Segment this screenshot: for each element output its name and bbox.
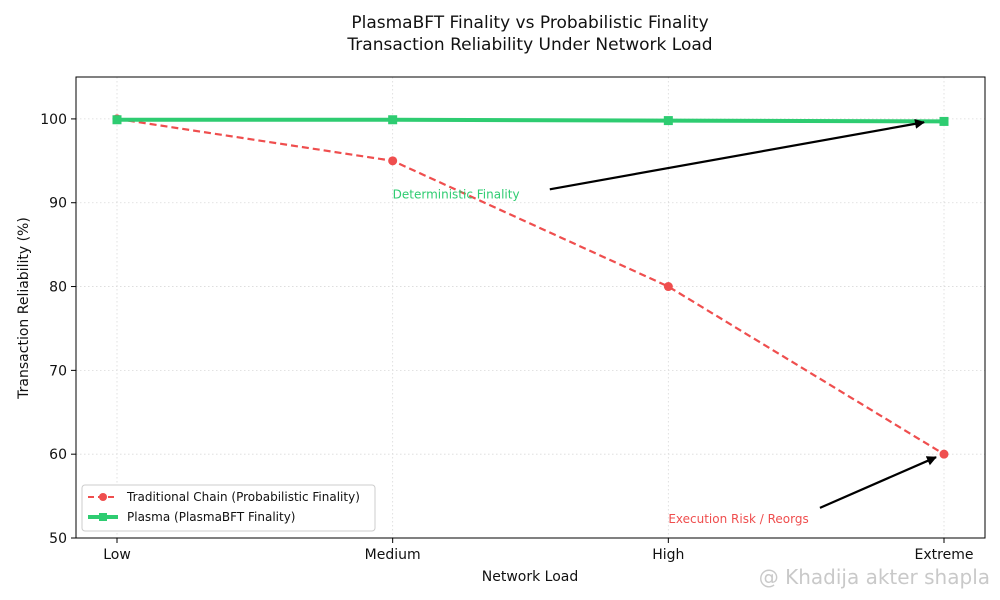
- watermark: @ Khadija akter shapla: [759, 565, 990, 589]
- series-line-0: [116, 117, 945, 456]
- data-point-s1-2: [663, 116, 673, 126]
- annotations: Deterministic Finality Execution Risk / R…: [393, 118, 937, 526]
- chart-title-line-1: PlasmaBFT Finality vs Probabilistic Fina…: [351, 13, 708, 33]
- x-tick-label-low: Low: [103, 547, 131, 563]
- y-tick-label-60: 60: [49, 447, 67, 463]
- plot-frame: [75, 76, 986, 539]
- y-tick-label-90: 90: [49, 196, 67, 212]
- annotation-arrow-1: [819, 456, 937, 509]
- x-tick-label-high: High: [652, 547, 684, 563]
- y-axis-label: Transaction Reliability (%): [16, 217, 32, 400]
- annotation-text-1: Execution Risk / Reorgs: [668, 512, 808, 526]
- series: [112, 114, 949, 459]
- series-line-1: [117, 117, 945, 124]
- legend-label-traditional: Traditional Chain (Probabilistic Finalit…: [126, 490, 360, 504]
- legend-marker-traditional: [99, 493, 107, 501]
- x-tick-label-medium: Medium: [365, 547, 421, 563]
- data-point-s1-3: [939, 116, 949, 126]
- legend: Traditional Chain (Probabilistic Finalit…: [81, 484, 376, 532]
- legend-marker-plasma: [99, 513, 107, 521]
- x-tick-label-extreme: Extreme: [915, 547, 974, 563]
- data-point-s0-2: [663, 282, 673, 292]
- legend-label-plasma: Plasma (PlasmaBFT Finality): [127, 510, 295, 524]
- ticks: 50 60 70 80 90 100 Low Medium High Extreme: [40, 112, 973, 563]
- y-tick-label-100: 100: [40, 112, 67, 128]
- y-tick-label-80: 80: [49, 280, 67, 296]
- annotation-arrow-0: [549, 118, 925, 191]
- chart-title-line-2: Transaction Reliability Under Network Lo…: [346, 35, 712, 55]
- data-point-s1-0: [112, 115, 122, 125]
- x-axis-label: Network Load: [482, 569, 579, 585]
- data-point-s0-3: [939, 449, 949, 459]
- grid: [76, 77, 985, 539]
- legend-box: [81, 484, 376, 532]
- y-tick-label-70: 70: [49, 363, 67, 379]
- data-point-s0-1: [388, 156, 398, 166]
- data-point-s1-1: [388, 115, 398, 125]
- y-tick-label-50: 50: [49, 531, 67, 547]
- annotation-text-0: Deterministic Finality: [393, 188, 520, 202]
